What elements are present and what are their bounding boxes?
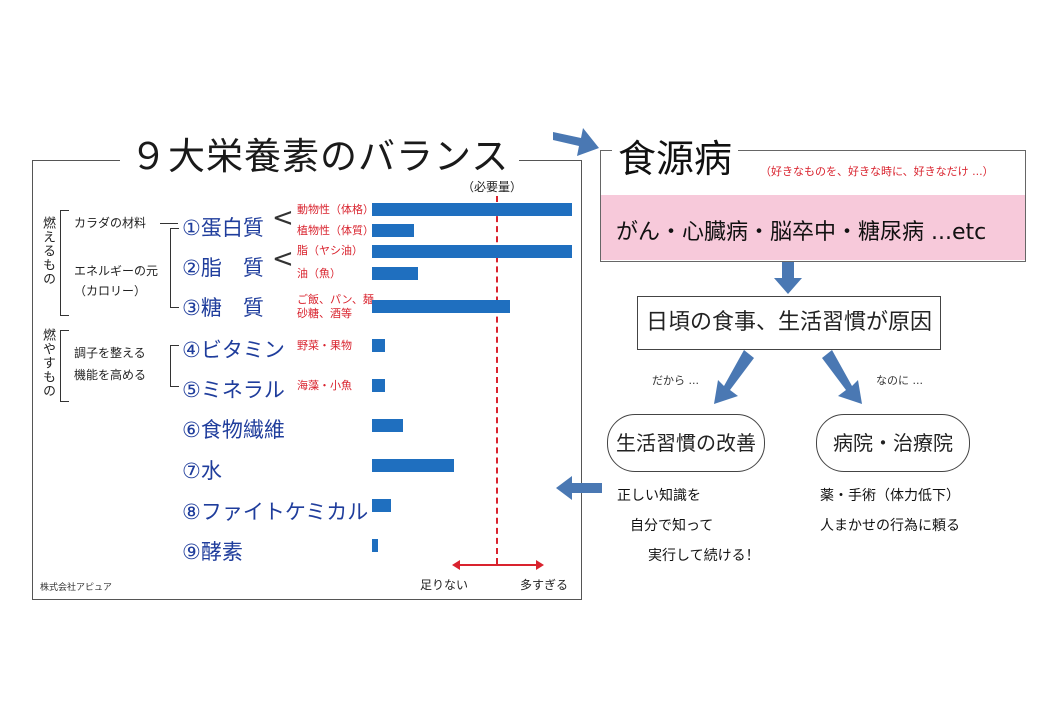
sub-note: 海藻・小魚	[297, 379, 352, 392]
diet-disease-subtitle: （好きなものを、好きな時に、好きなだけ ...）	[760, 165, 994, 178]
arrow-down-left-icon	[714, 350, 754, 404]
scale-high-label: 多すぎる	[520, 578, 569, 592]
nutrient-label: ⑤ミネラル	[182, 378, 285, 402]
bar-fiber	[372, 419, 403, 432]
improve-note: 実行して続ける！	[648, 548, 760, 564]
sub-note: 脂（ヤシ油）	[297, 244, 363, 257]
bar-fat-palm	[372, 245, 572, 258]
bracket-energy	[170, 228, 179, 308]
required-guide-line	[496, 196, 498, 564]
bracket-burn	[60, 210, 69, 316]
sub-note: 植物性（体質）	[297, 224, 374, 237]
bracket-regulate	[170, 345, 179, 387]
so-label: だから ...	[652, 374, 699, 387]
nutrient-label: ②脂 質	[182, 256, 264, 280]
group-calorie: （カロリー）	[74, 284, 147, 298]
cause-box: 日頃の食事、生活習慣が原因	[637, 296, 941, 350]
bar-fat-fish	[372, 267, 418, 280]
nutrient-label: ③糖 質	[182, 296, 264, 320]
sub-note: ご飯、パン、麺 砂糖、酒等	[297, 293, 374, 320]
hospital-note: 薬・手術（体力低下）	[820, 488, 960, 504]
improve-note: 自分で知って	[630, 518, 714, 534]
group-energy-source: エネルギーの元	[74, 264, 159, 278]
group-regulate-1: 調子を整える	[74, 346, 146, 360]
scale-low-label: 足りない	[420, 578, 469, 592]
hospital-box: 病院・治療院	[816, 414, 970, 472]
disease-list: がん・心臓病・脳卒中・糖尿病 ...etc	[616, 220, 987, 245]
sub-note: 動物性（体格）	[297, 203, 374, 216]
nutrient-label: ⑦水	[182, 459, 222, 483]
disease-band	[601, 195, 1025, 260]
branch-mark: <	[272, 203, 294, 233]
nutrient-label: ⑨酵素	[182, 540, 243, 564]
bar-phytochemical	[372, 499, 391, 512]
bracket-burn-easy	[60, 330, 69, 402]
company-name: 株式会社アピュア	[40, 583, 112, 593]
bar-mineral	[372, 379, 385, 392]
connector-line	[160, 223, 178, 224]
bar-protein-animal	[372, 203, 572, 216]
hospital-note: 人まかせの行為に頼る	[820, 518, 960, 534]
arrow-right-icon	[553, 128, 599, 156]
group-regulate-2: 機能を高める	[74, 368, 147, 382]
nutrient-label: ⑧ファイトケミカル	[182, 500, 369, 524]
but-label: なのに ...	[876, 374, 923, 387]
category-burn: 燃えるもの	[40, 216, 55, 286]
branch-mark: <	[272, 244, 294, 274]
improve-note: 正しい知識を	[617, 488, 701, 504]
panel-title: ９大栄養素のバランス	[120, 126, 520, 180]
arrow-down-icon	[774, 262, 802, 294]
diet-disease-title: 食源病	[612, 128, 739, 183]
lifestyle-improvement-box: 生活習慣の改善	[607, 414, 765, 472]
bar-enzyme	[372, 539, 378, 552]
nutrient-label: ④ビタミン	[182, 338, 285, 362]
diet-disease-box	[600, 150, 1026, 262]
nutrient-label: ①蛋白質	[182, 216, 264, 240]
nutrient-label: ⑥食物繊維	[182, 418, 285, 442]
bar-protein-plant	[372, 224, 414, 237]
arrow-down-right-icon	[822, 350, 862, 404]
bar-water	[372, 459, 454, 472]
bar-carbohydrate	[372, 300, 510, 313]
bar-vitamin	[372, 339, 385, 352]
scale-arrow-icon	[452, 560, 544, 570]
category-burn-easy: 燃やすもの	[40, 328, 55, 398]
sub-note: 野菜・果物	[297, 339, 352, 352]
arrow-left-icon	[556, 476, 602, 500]
group-body-material: カラダの材料	[74, 216, 147, 230]
sub-note: 油（魚）	[297, 267, 341, 280]
required-label: （必要量）	[462, 180, 523, 194]
